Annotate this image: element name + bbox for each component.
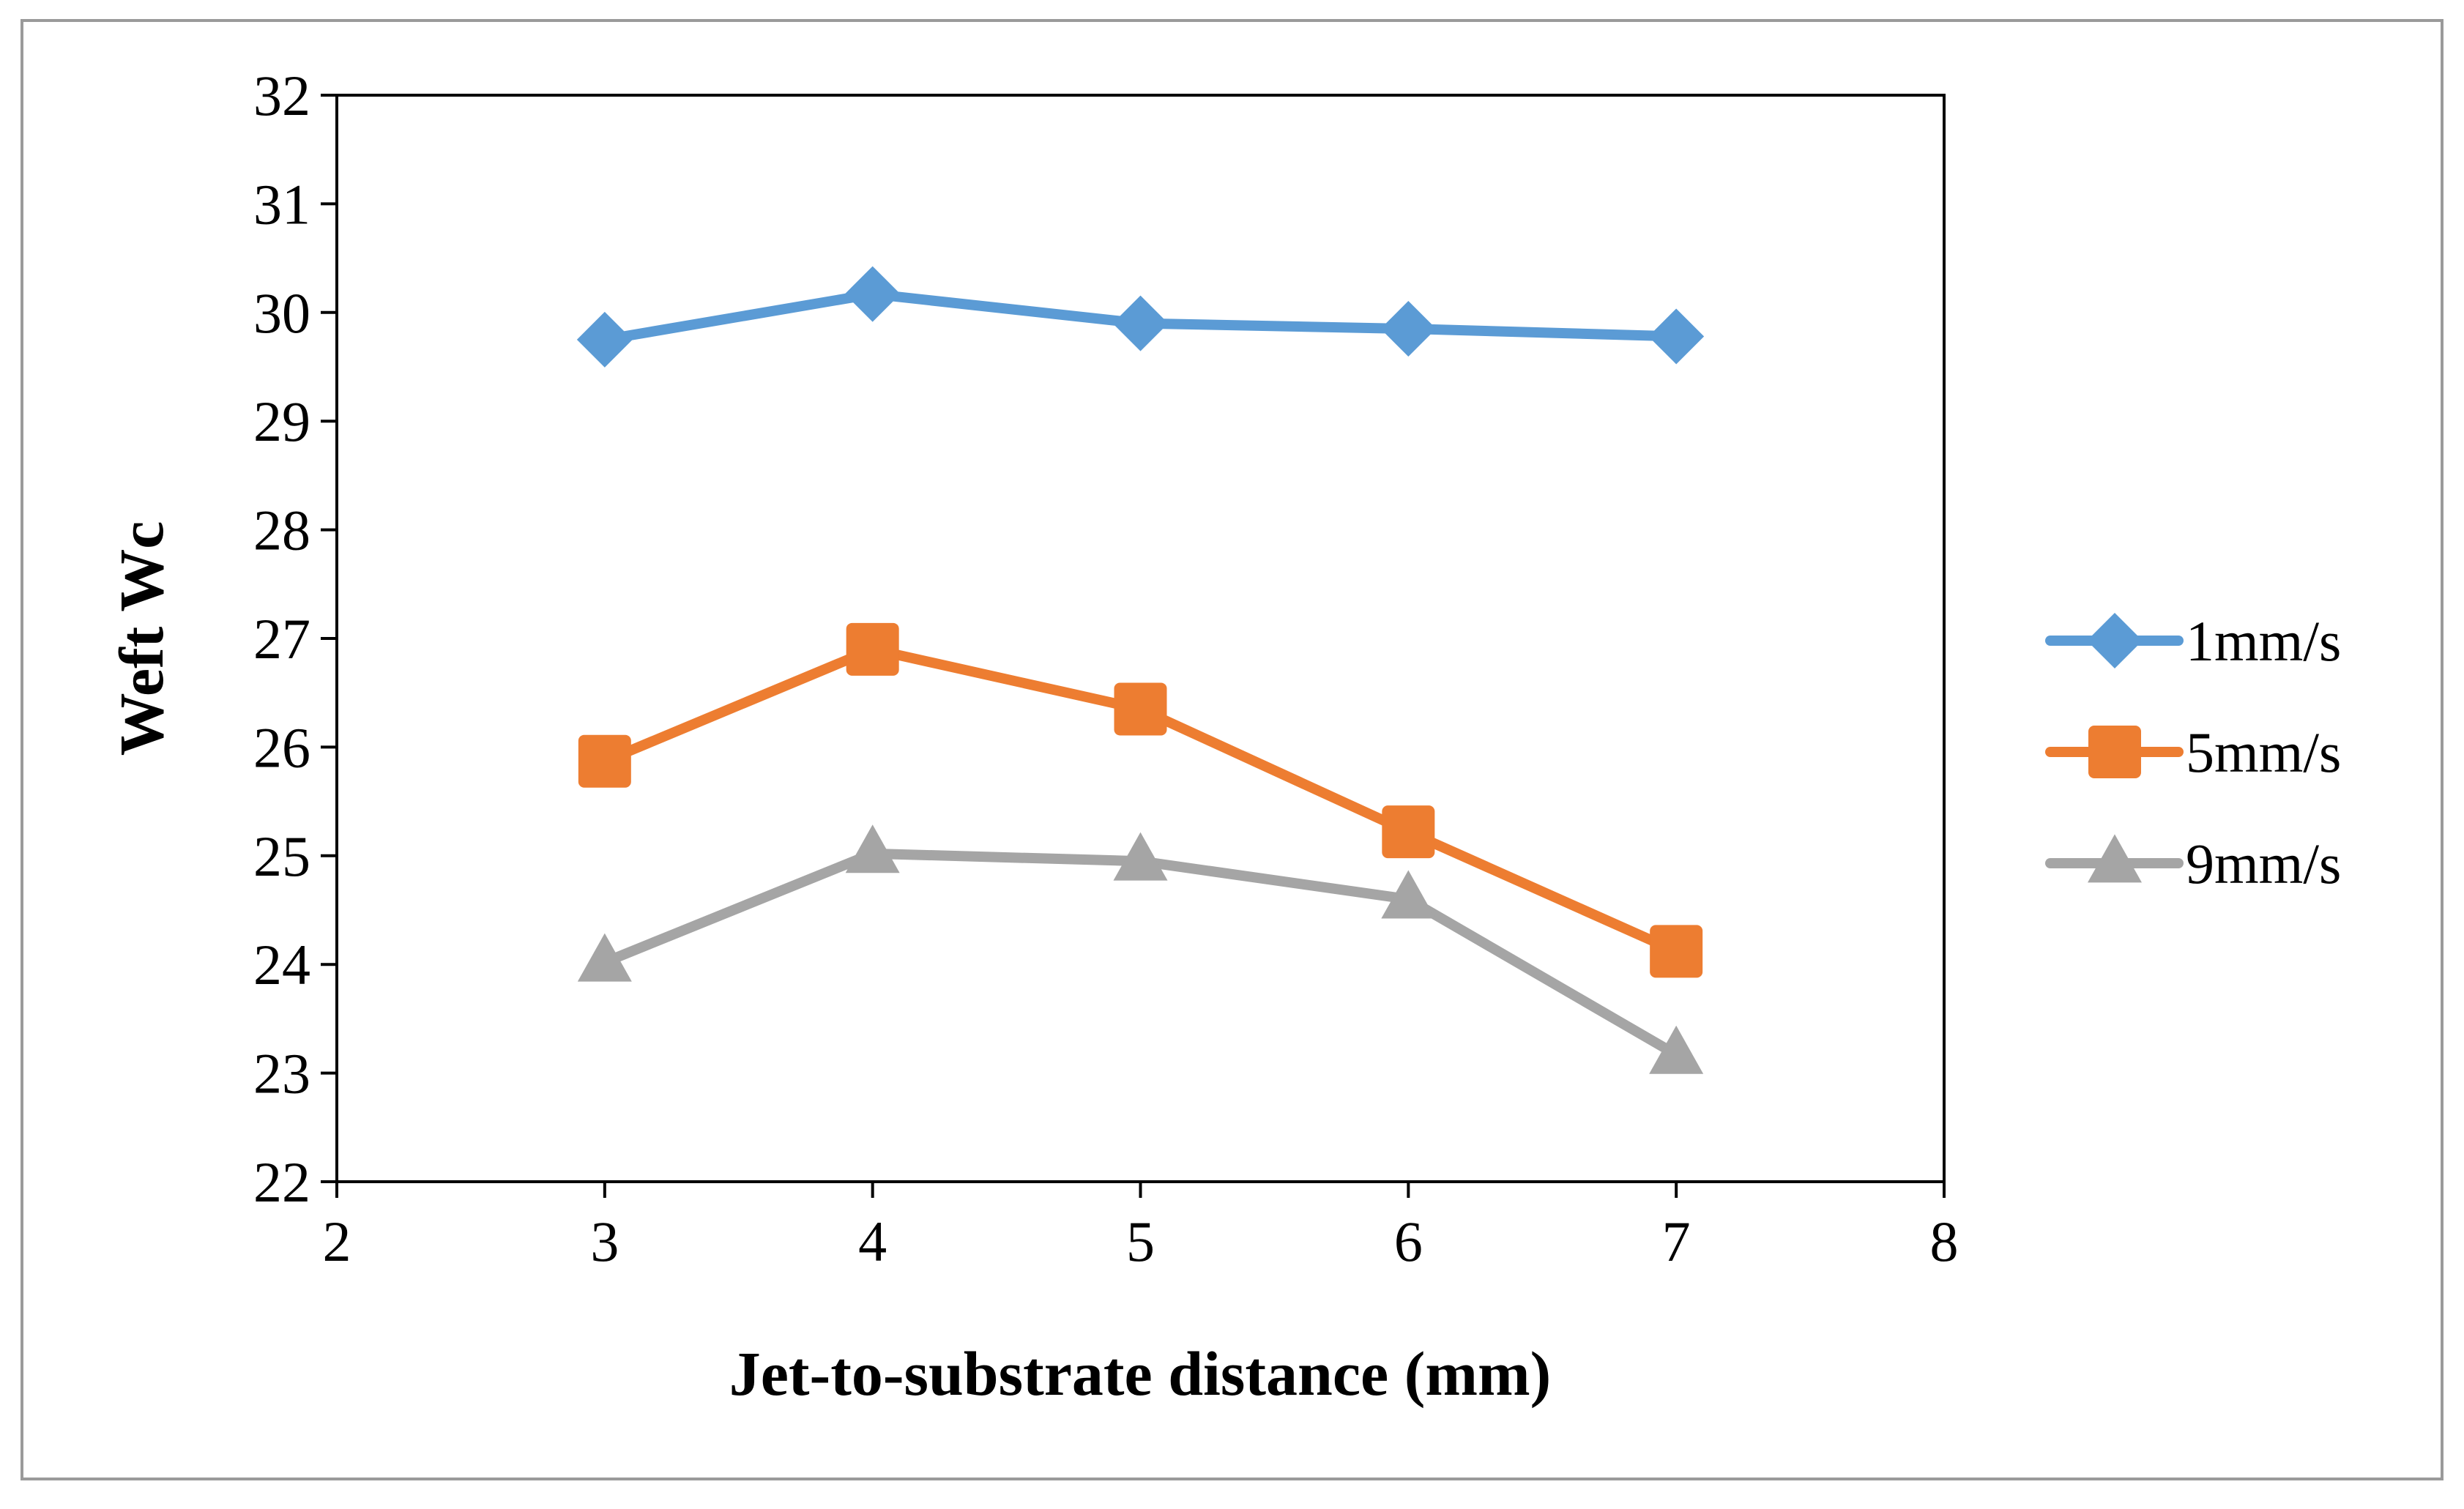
y-tick-label: 27: [253, 607, 310, 671]
y-tick-label: 31: [253, 172, 310, 236]
data-point-9mms: [1381, 870, 1436, 919]
y-axis-title: Weft Wc: [106, 521, 176, 756]
data-point-5mms: [1114, 682, 1167, 736]
y-tick-label: 29: [253, 390, 310, 453]
y-tick-label: 30: [253, 281, 310, 345]
y-tick-label: 26: [253, 715, 310, 779]
x-axis-title: Jet-to-substrate distance (mm): [729, 1338, 1552, 1409]
data-point-9mms: [1649, 1025, 1704, 1074]
data-point-1mms: [576, 311, 633, 368]
x-tick-label: 7: [1662, 1210, 1691, 1273]
data-point-5mms: [1650, 925, 1703, 978]
plot-area: [335, 94, 1946, 1183]
x-tick-label: 5: [1126, 1210, 1155, 1273]
data-point-1mms: [1112, 295, 1169, 351]
data-point-5mms: [578, 734, 631, 788]
legend-label-5mms: 5mm/s: [2186, 720, 2341, 784]
data-point-9mms: [1113, 832, 1168, 881]
legend-marker-9mms: [2088, 834, 2142, 883]
y-tick-label: 25: [253, 824, 310, 888]
legend-marker-5mms: [2088, 726, 2141, 778]
data-point-1mms: [1380, 301, 1437, 357]
x-tick-label: 3: [590, 1210, 619, 1273]
data-point-9mms: [845, 824, 900, 873]
legend-label-1mms: 1mm/s: [2186, 609, 2341, 673]
data-point-9mms: [577, 933, 632, 982]
y-tick-label: 32: [253, 64, 310, 127]
y-tick-label: 24: [253, 933, 310, 996]
x-tick-label: 4: [858, 1210, 887, 1273]
y-tick-label: 22: [253, 1150, 310, 1214]
legend-label-9mms: 9mm/s: [2186, 832, 2341, 895]
data-point-5mms: [1382, 805, 1435, 859]
data-point-1mms: [844, 266, 901, 322]
y-tick-label: 28: [253, 499, 310, 562]
data-point-1mms: [1648, 308, 1705, 365]
legend-marker-1mms: [2087, 613, 2143, 668]
x-tick-label: 8: [1930, 1210, 1959, 1273]
data-point-5mms: [846, 622, 899, 676]
y-tick-label: 23: [253, 1042, 310, 1106]
x-tick-label: 2: [323, 1210, 351, 1273]
x-tick-label: 6: [1394, 1210, 1423, 1273]
